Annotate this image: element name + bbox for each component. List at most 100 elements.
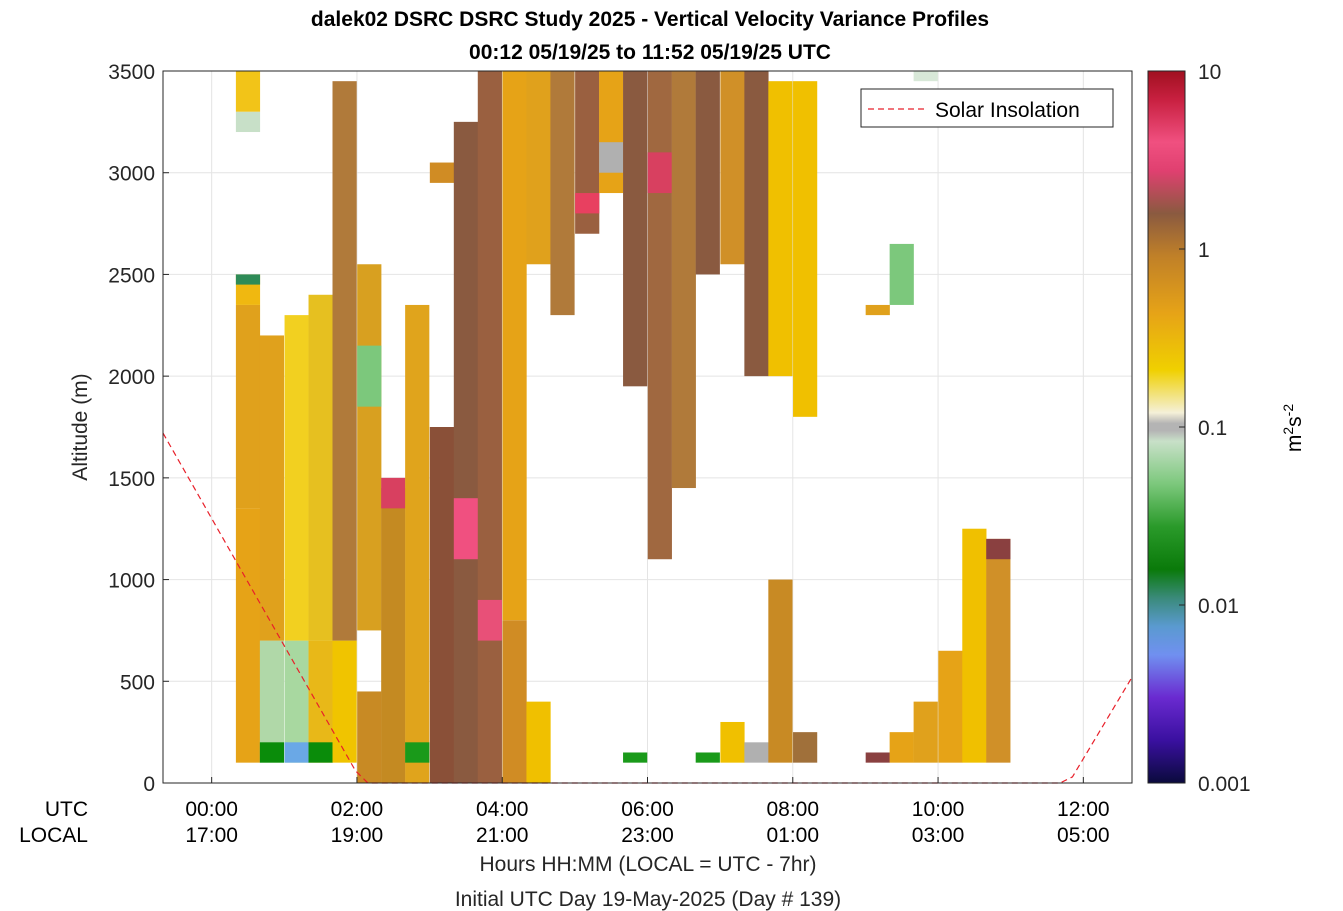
variance-cell	[259, 742, 285, 763]
x-tick-label-utc: 10:00	[912, 798, 965, 821]
x-tick-label-local: 19:00	[331, 824, 384, 847]
x-tick-label-local: 03:00	[912, 824, 965, 847]
x-tick-label-local: 17:00	[185, 824, 238, 847]
x-tick-label-local: 01:00	[766, 824, 819, 847]
variance-cell	[405, 742, 430, 763]
y-tick-label: 3000	[108, 163, 155, 186]
variance-cell	[502, 71, 527, 621]
variance-cell	[357, 264, 382, 631]
variance-cell	[235, 274, 261, 285]
legend-label: Solar Insolation	[935, 99, 1080, 122]
variance-cell	[357, 691, 382, 783]
x-tick-label-utc: 00:00	[185, 798, 238, 821]
colorbar-label: m2s-2	[1280, 404, 1306, 452]
x-tick-label-utc: 12:00	[1057, 798, 1110, 821]
legend-box	[860, 88, 1114, 128]
variance-cell	[768, 579, 793, 763]
colorbar-tick-label: 1	[1198, 239, 1210, 262]
x-tick-label-utc: 02:00	[331, 798, 384, 821]
variance-cell	[381, 477, 406, 509]
variance-cell	[647, 71, 672, 560]
x-tick-label-utc: 04:00	[476, 798, 529, 821]
variance-cells	[235, 71, 1011, 784]
variance-cell	[381, 488, 406, 783]
variance-cell	[429, 427, 455, 783]
y-tick-label: 2000	[108, 366, 155, 389]
variance-cell	[308, 742, 333, 763]
colorbar-tick-label: 10	[1198, 61, 1221, 84]
colorbar-tick-label: 0.001	[1198, 773, 1251, 796]
chart-subtitle: 00:12 05/19/25 to 11:52 05/19/25 UTC	[469, 41, 831, 64]
variance-cell	[357, 345, 382, 407]
variance-cell	[889, 732, 914, 763]
variance-cell	[235, 71, 261, 112]
y-axis-label: Altitude (m)	[69, 373, 92, 480]
y-axis-ticks: 0 500 1000 1500 2000 2500 3000 3500	[108, 61, 169, 796]
y-tick-label: 3500	[108, 61, 155, 84]
variance-cell	[235, 508, 261, 763]
colorbar: 10 1 0.1 0.01 0.001 m2s-2	[1147, 61, 1306, 796]
legend: Solar Insolation	[860, 88, 1114, 128]
x-tick-label-local: 05:00	[1057, 824, 1110, 847]
variance-cell	[599, 71, 624, 194]
variance-cell	[550, 71, 575, 316]
y-tick-label: 0	[143, 773, 155, 796]
variance-cell	[913, 701, 938, 763]
variance-cell	[332, 640, 357, 763]
colorbar-gradient	[1147, 70, 1186, 784]
variance-cell	[695, 752, 720, 763]
variance-cell	[671, 71, 696, 489]
variance-cell	[477, 71, 502, 783]
variance-cell	[865, 304, 890, 316]
variance-cell	[865, 752, 890, 763]
variance-cell	[768, 81, 793, 377]
variance-cell	[259, 335, 285, 641]
variance-cell	[744, 742, 769, 763]
variance-cell	[793, 81, 818, 417]
colorbar-ticks: 10 1 0.1 0.01 0.001	[1179, 61, 1251, 796]
y-tick-label: 500	[120, 671, 155, 694]
utc-row-label: UTC	[45, 798, 88, 821]
variance-cell	[695, 71, 720, 275]
variance-cell	[235, 304, 261, 509]
variance-cell	[502, 620, 527, 783]
variance-cell	[332, 81, 357, 641]
x-tick-label-utc: 08:00	[766, 798, 819, 821]
variance-cell	[453, 498, 478, 560]
variance-cell	[526, 701, 551, 783]
variance-cell	[308, 294, 333, 641]
variance-cell	[720, 71, 745, 265]
colorbar-tick-label: 0.1	[1198, 417, 1227, 440]
variance-cell	[720, 721, 745, 763]
variance-cell	[962, 528, 987, 763]
variance-cell	[477, 599, 502, 641]
variance-cell	[235, 111, 261, 133]
variance-cell	[913, 71, 938, 82]
variance-cell	[793, 732, 818, 763]
x-axis-ticks: 00:00 17:00 02:00 19:00 04:00 21:00 06:00 23:00…	[185, 777, 1110, 847]
variance-cell	[986, 538, 1011, 763]
colorbar-tick-label: 0.01	[1198, 595, 1239, 618]
variance-cell	[575, 193, 600, 214]
y-tick-label: 2500	[108, 264, 155, 287]
variance-cell	[429, 162, 455, 183]
variance-cell	[647, 152, 672, 194]
y-tick-label: 1500	[108, 468, 155, 491]
x-tick-label-utc: 06:00	[621, 798, 674, 821]
variance-cell	[986, 538, 1011, 560]
x-axis-label: Hours HH:MM (LOCAL = UTC - 7hr)	[479, 853, 816, 876]
variance-cell	[889, 243, 914, 305]
chart-title: dalek02 DSRC DSRC Study 2025 - Vertical …	[310, 8, 990, 31]
variance-cell	[599, 142, 624, 173]
x-tick-label-local: 23:00	[621, 824, 674, 847]
y-tick-label: 1000	[108, 570, 155, 593]
variance-cell	[744, 71, 769, 377]
variance-cell	[526, 71, 551, 265]
variance-cell	[453, 121, 478, 784]
local-row-label: LOCAL	[19, 824, 88, 847]
x-tick-label-local: 21:00	[476, 824, 529, 847]
variance-cell	[284, 742, 309, 763]
variance-cell	[938, 650, 963, 763]
variance-cell	[623, 71, 648, 387]
